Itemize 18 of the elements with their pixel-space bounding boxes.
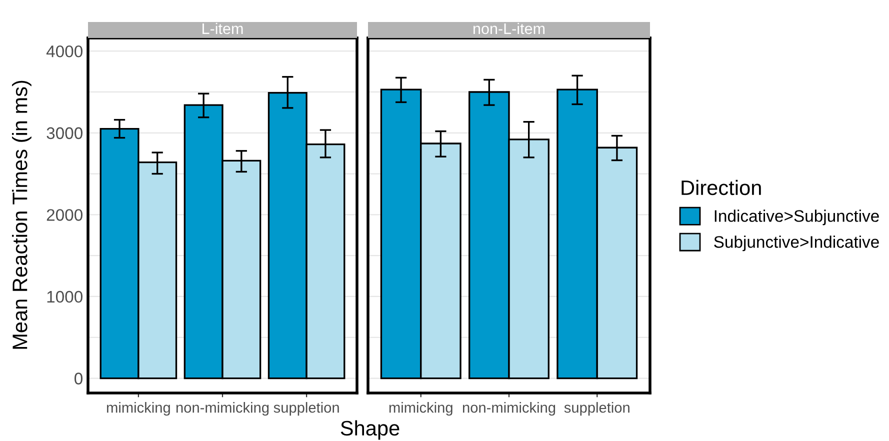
x-tick-label: mimicking <box>389 402 452 416</box>
x-tick-label: non-mimicking <box>462 402 556 416</box>
x-tick-label: suppletion <box>274 402 339 416</box>
x-axis-title: Shape <box>340 420 400 440</box>
y-tick-label: 2000 <box>46 209 82 221</box>
y-tick-label: 3000 <box>46 127 82 140</box>
y-tick-label: 1000 <box>47 290 82 303</box>
x-tick-label: suppletion <box>564 402 630 416</box>
y-tick-label: 0 <box>74 372 82 384</box>
chart-title: L-item <box>202 22 243 34</box>
legend-title: Direction <box>682 180 761 196</box>
legend-label: Subjunctive>Indicative <box>714 236 879 252</box>
y-axis-title: Mean Reaction Times (in ms) <box>12 80 32 349</box>
x-tick-label: mimicking <box>106 402 170 416</box>
legend-label: Indicative>Subjunctive <box>714 210 879 226</box>
chart-title: non-L-item <box>474 22 545 34</box>
x-tick-label: non-mimicking <box>176 402 269 416</box>
y-tick-label: 4000 <box>46 45 82 58</box>
